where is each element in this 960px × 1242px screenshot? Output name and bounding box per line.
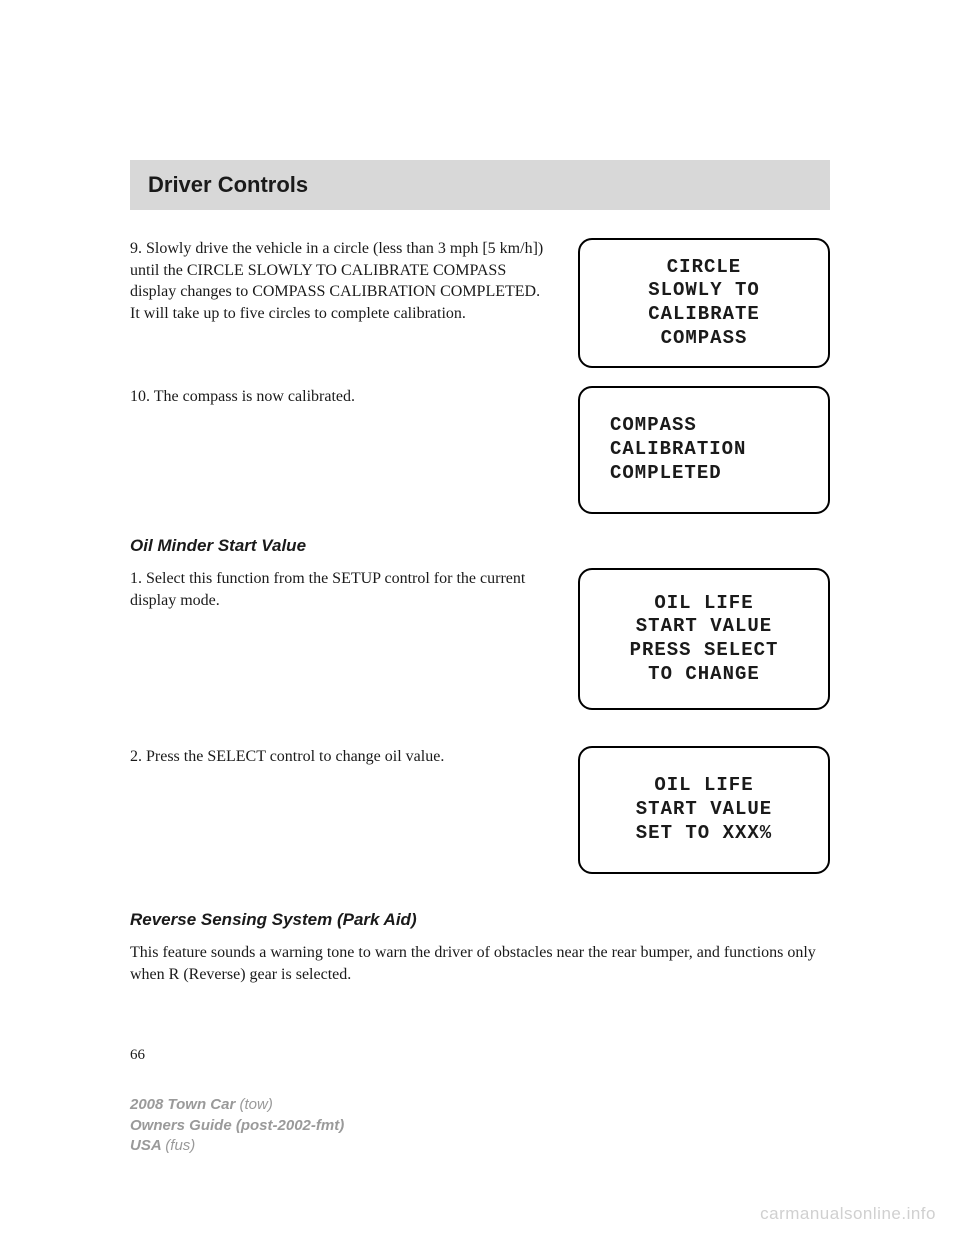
footer-line-3: USA (fus) [130,1136,344,1156]
page-number: 66 [130,1047,830,1064]
step-9-text: 9. Slowly drive the vehicle in a circle … [130,238,548,324]
watermark: carmanualsonline.info [760,1204,936,1224]
oil-step-2-text: 2. Press the SELECT control to change oi… [130,746,548,768]
display-text: OIL LIFE START VALUE PRESS SELECT TO CHA… [630,592,779,687]
footer: 2008 Town Car (tow) Owners Guide (post-2… [130,1095,344,1156]
display-oil-life-select: OIL LIFE START VALUE PRESS SELECT TO CHA… [578,568,830,710]
step-10-text: 10. The compass is now calibrated. [130,386,548,408]
display-text: COMPASS CALIBRATION COMPLETED [588,414,820,485]
display-text: CIRCLE SLOWLY TO CALIBRATE COMPASS [648,256,760,351]
region-code: (fus) [165,1137,195,1154]
step-9-row: 9. Slowly drive the vehicle in a circle … [130,238,830,368]
vehicle-code: (tow) [239,1096,272,1113]
display-compass-completed: COMPASS CALIBRATION COMPLETED [578,386,830,514]
footer-line-1: 2008 Town Car (tow) [130,1095,344,1115]
region: USA [130,1137,165,1154]
display-text: OIL LIFE START VALUE SET TO XXX% [636,774,772,845]
vehicle-model: 2008 Town Car [130,1096,239,1113]
oil-minder-heading: Oil Minder Start Value [130,536,830,556]
footer-line-2: Owners Guide (post-2002-fmt) [130,1116,344,1136]
display-circle-slowly: CIRCLE SLOWLY TO CALIBRATE COMPASS [578,238,830,368]
oil-step-1-row: 1. Select this function from the SETUP c… [130,568,830,710]
step-10-row: 10. The compass is now calibrated. COMPA… [130,386,830,514]
section-header: Driver Controls [130,160,830,210]
reverse-sensing-heading: Reverse Sensing System (Park Aid) [130,910,830,930]
oil-step-2-row: 2. Press the SELECT control to change oi… [130,746,830,874]
display-oil-life-set: OIL LIFE START VALUE SET TO XXX% [578,746,830,874]
page-container: Driver Controls 9. Slowly drive the vehi… [0,0,960,1064]
reverse-sensing-body: This feature sounds a warning tone to wa… [130,942,830,987]
oil-step-1-text: 1. Select this function from the SETUP c… [130,568,548,611]
section-title: Driver Controls [148,172,812,198]
